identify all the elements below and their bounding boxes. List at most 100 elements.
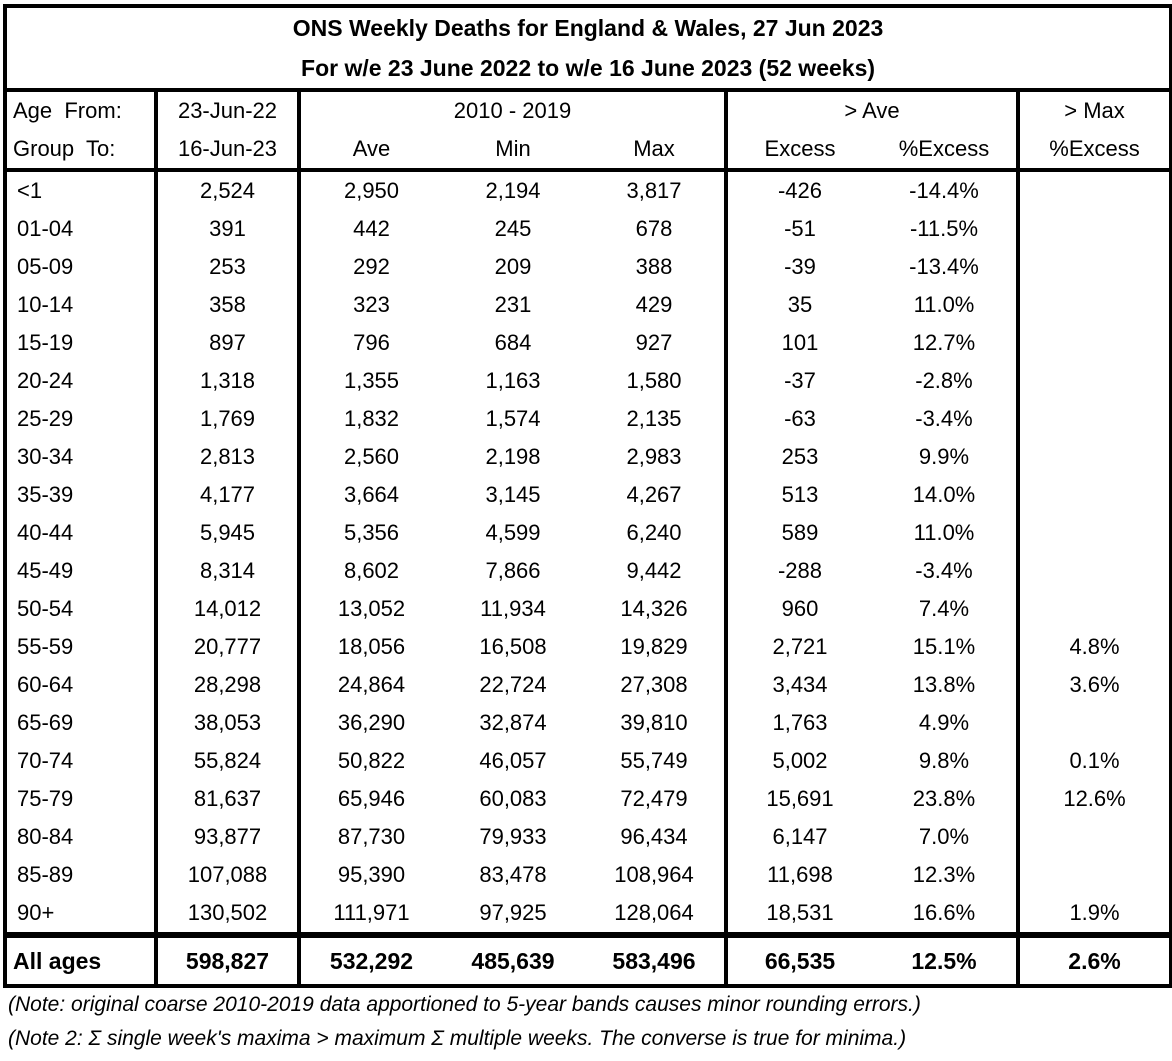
cell-max-pct-excess xyxy=(1015,590,1172,628)
cell-age-group: 50-54 xyxy=(3,590,156,628)
cell-ave: 3,664 xyxy=(297,476,442,514)
table-row: 45-49 8,314 8,602 7,866 9,442 -288 -3.4% xyxy=(3,552,1172,590)
cell-max-pct-excess xyxy=(1015,856,1172,894)
deaths-table: ONS Weekly Deaths for England & Wales, 2… xyxy=(2,4,1172,988)
cell-max: 583,496 xyxy=(584,935,726,988)
cell-excess: 15,691 xyxy=(724,780,872,818)
table-row: 50-54 14,012 13,052 11,934 14,326 960 7.4% xyxy=(3,590,1172,628)
cell-min: 2,198 xyxy=(485,444,541,469)
cell-ave: 95,390 xyxy=(297,856,442,894)
cell-max: 927 xyxy=(635,330,673,355)
cell-ave: 532,292 xyxy=(297,935,442,988)
cell-period-deaths: 2,813 xyxy=(154,438,299,476)
cell-period-deaths: 38,053 xyxy=(154,704,299,742)
cell-max: 4,267 xyxy=(626,482,682,507)
cell-age-group: 90+ xyxy=(3,894,156,938)
cell-max: 55,749 xyxy=(620,748,688,773)
table-subtitle: For w/e 23 June 2022 to w/e 16 June 2023… xyxy=(2,48,1172,92)
cell-period-deaths: 358 xyxy=(154,286,299,324)
cell-excess: 18,531 xyxy=(724,894,872,938)
table-row: 90+ 130,502 111,971 97,925 128,064 18,531 16.6… xyxy=(3,894,1172,938)
cell-ave: 65,946 xyxy=(297,780,442,818)
cell-age-group: <1 xyxy=(3,170,156,210)
cell-period-deaths: 130,502 xyxy=(154,894,299,938)
cell-period-deaths: 14,012 xyxy=(154,590,299,628)
header-excess: Excess xyxy=(724,130,872,172)
cell-excess: 11,698 xyxy=(724,856,872,894)
cell-ave: 1,355 xyxy=(297,362,442,400)
header-max: Max xyxy=(584,130,726,172)
cell-max-pct-excess xyxy=(1015,552,1172,590)
table-row: 70-74 55,824 50,822 46,057 55,749 5,002 9.8% 0.… xyxy=(3,742,1172,780)
table-row: 15-19 897 796 684 927 101 12.7% xyxy=(3,324,1172,362)
cell-max: 72,479 xyxy=(620,786,688,811)
cell-max-pct-excess xyxy=(1015,818,1172,856)
cell-ave: 5,356 xyxy=(297,514,442,552)
cell-pct-excess: 14.0% xyxy=(912,482,976,507)
header-ave: Ave xyxy=(297,130,442,172)
cell-age-group: 10-14 xyxy=(3,286,156,324)
cell-excess: 589 xyxy=(724,514,872,552)
cell-pct-excess: -3.4% xyxy=(915,406,973,431)
cell-age-group: 65-69 xyxy=(3,704,156,742)
cell-max: 9,442 xyxy=(626,558,682,583)
cell-pct-excess: -13.4% xyxy=(909,254,979,279)
cell-min: 2,194 xyxy=(485,178,541,203)
cell-pct-excess: 12.5% xyxy=(872,935,1018,988)
cell-min: 485,639 xyxy=(442,935,584,988)
cell-max-pct-excess xyxy=(1015,704,1172,742)
cell-age-group: 45-49 xyxy=(3,552,156,590)
cell-excess: -39 xyxy=(724,248,872,286)
cell-min: 209 xyxy=(494,254,532,279)
cell-excess: 960 xyxy=(724,590,872,628)
note-2: (Note 2: Σ single week's maxima > maximu… xyxy=(8,1027,907,1050)
cell-max-pct-excess xyxy=(1015,324,1172,362)
cell-age-group: 20-24 xyxy=(3,362,156,400)
table-row: <1 2,524 2,950 2,194 3,817 -426 -14.4% xyxy=(3,170,1172,210)
cell-period-deaths: 598,827 xyxy=(154,935,299,988)
cell-pct-excess: -2.8% xyxy=(915,368,973,393)
cell-min: 4,599 xyxy=(485,520,541,545)
cell-age-group: 75-79 xyxy=(3,780,156,818)
table-row: 85-89 107,088 95,390 83,478 108,964 11,698 12.… xyxy=(3,856,1172,894)
cell-max: 27,308 xyxy=(620,672,688,697)
cell-period-deaths: 81,637 xyxy=(154,780,299,818)
cell-min: 1,574 xyxy=(485,406,541,431)
cell-age-group: 55-59 xyxy=(3,628,156,666)
cell-min: 97,925 xyxy=(442,894,584,938)
table-row: 01-04 391 442 245 678 -51 -11.5% xyxy=(3,210,1172,248)
cell-ave: 2,560 xyxy=(297,438,442,476)
cell-age-group: 35-39 xyxy=(3,476,156,514)
cell-ave: 50,822 xyxy=(297,742,442,780)
notes: (Note: original coarse 2010-2019 data ap… xyxy=(8,988,921,1056)
cell-max-pct-excess xyxy=(1015,476,1172,514)
header-max-pct-excess: %Excess xyxy=(1015,130,1172,172)
note-1: (Note: original coarse 2010-2019 data ap… xyxy=(8,993,921,1016)
cell-ave: 8,602 xyxy=(297,552,442,590)
cell-ave: 796 xyxy=(297,324,442,362)
cell-min: 32,874 xyxy=(479,710,547,735)
cell-period-deaths: 391 xyxy=(154,210,299,248)
cell-max-pct-excess: 0.1% xyxy=(1015,742,1172,780)
cell-period-deaths: 5,945 xyxy=(154,514,299,552)
cell-age-group: 80-84 xyxy=(3,818,156,856)
cell-max-pct-excess: 4.8% xyxy=(1015,628,1172,666)
cell-max: 39,810 xyxy=(620,710,688,735)
table-row: 35-39 4,177 3,664 3,145 4,267 513 14.0% xyxy=(3,476,1172,514)
cell-max-pct-excess xyxy=(1015,248,1172,286)
cell-max: 2,135 xyxy=(626,406,682,431)
cell-ave: 36,290 xyxy=(297,704,442,742)
cell-age-group: All ages xyxy=(3,935,156,988)
cell-pct-excess: 12.3% xyxy=(912,862,976,887)
cell-pct-excess: 15.1% xyxy=(912,634,976,659)
table-title: ONS Weekly Deaths for England & Wales, 2… xyxy=(2,4,1172,48)
cell-max: 429 xyxy=(635,292,673,317)
cell-period-deaths: 2,524 xyxy=(154,170,299,210)
total-row: All ages 598,827 532,292 485,639 583,496 66,5… xyxy=(3,935,1172,988)
cell-max: 388 xyxy=(635,254,673,279)
cell-min: 60,083 xyxy=(479,786,547,811)
cell-min: 79,933 xyxy=(479,824,547,849)
cell-excess: -426 xyxy=(724,170,872,210)
cell-excess: 6,147 xyxy=(724,818,872,856)
cell-period-deaths: 4,177 xyxy=(154,476,299,514)
